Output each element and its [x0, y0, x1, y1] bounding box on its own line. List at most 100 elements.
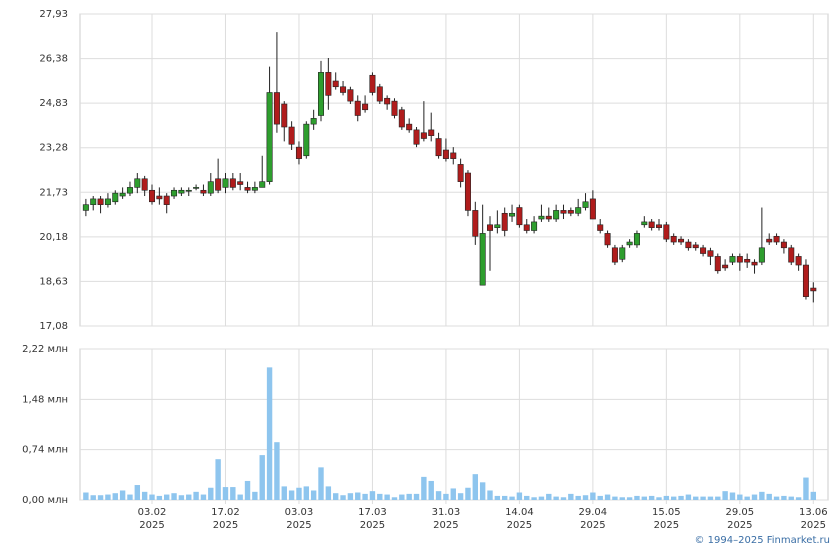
volume-bar [604, 494, 611, 500]
candle-body [229, 178, 236, 188]
volume-bar [435, 491, 442, 500]
candle-body [347, 89, 354, 102]
candle-body [575, 207, 582, 214]
candle-body [736, 256, 743, 263]
candle-body [318, 72, 325, 116]
volume-bar [443, 493, 449, 500]
volume-bar [648, 495, 655, 500]
volume-bar [773, 496, 780, 500]
volume-bar [759, 491, 765, 500]
volume-bar [406, 493, 412, 500]
volume-bar [575, 495, 581, 500]
candle-body [90, 198, 97, 205]
candle-body [472, 210, 479, 237]
volume-bar [200, 494, 207, 500]
volume-bar [744, 496, 750, 500]
candle-body [766, 238, 773, 243]
volume-bar [678, 495, 684, 500]
candle-body [626, 241, 633, 246]
candle-body [435, 138, 442, 157]
volume-bar [626, 497, 633, 500]
candle-body [185, 189, 192, 192]
volume-bar [751, 494, 758, 500]
volume-bar [244, 480, 251, 500]
candle-body [751, 261, 758, 266]
volume-bar [612, 496, 618, 500]
volume-bar [355, 492, 361, 500]
x-tick-label: 03.02 2025 [137, 507, 167, 531]
candle-body [288, 126, 295, 145]
candle-body [442, 149, 449, 159]
volume-bar [479, 482, 486, 500]
candle-body [215, 178, 222, 191]
candle-body [406, 123, 413, 131]
volume-bar [663, 495, 670, 500]
volume-bar [795, 497, 802, 500]
volume-bar [164, 494, 170, 500]
candle-body [670, 235, 677, 243]
volume-bar [590, 492, 596, 500]
volume-bar [127, 494, 133, 500]
price-panel [79, 13, 829, 327]
candle-body [126, 187, 133, 194]
volume-bar [141, 491, 148, 500]
volume-bar [685, 494, 692, 500]
candle-body [494, 224, 501, 228]
candle-body [729, 256, 736, 263]
volume-bar [288, 490, 295, 500]
x-tick-label: 14.04 2025 [505, 507, 534, 531]
volume-bar [568, 493, 574, 500]
candle-body [487, 224, 494, 231]
volume-bar [333, 493, 339, 500]
y2-tick-label: 2,22 млн [22, 344, 68, 355]
volume-bar [487, 490, 493, 500]
y-tick-label: 26,38 [39, 54, 68, 65]
y2-tick-label: 0,74 млн [22, 445, 68, 456]
volume-bar [766, 493, 772, 500]
x-tick-label: 29.04 2025 [578, 507, 608, 531]
candle-body [398, 109, 405, 128]
volume-bar [428, 480, 434, 500]
volume-bar [737, 494, 743, 500]
candle-body [553, 210, 560, 220]
candle-body [354, 100, 361, 116]
volume-bar [149, 494, 155, 500]
volume-bar [531, 497, 537, 500]
candle-body [714, 256, 721, 272]
candle-body [259, 181, 266, 188]
volume-bar [377, 493, 383, 500]
candle-body [744, 258, 751, 263]
x-tick-label: 03.03 2025 [284, 507, 314, 531]
volume-bar [553, 496, 559, 500]
volume-bar [465, 487, 471, 500]
x-tick-label: 31.03 2025 [431, 507, 461, 531]
candle-body [648, 221, 655, 228]
volume-bar [215, 459, 221, 500]
candle-body [310, 118, 317, 125]
volume-bar [421, 476, 427, 500]
candle-body [604, 233, 611, 246]
volume-bar [582, 495, 589, 500]
y-tick-label: 23,28 [39, 143, 68, 154]
candle-body [119, 192, 126, 197]
candle-body [332, 80, 339, 88]
volume-bar [222, 487, 229, 500]
volume-bar [105, 494, 111, 500]
volume-bar [450, 488, 456, 500]
candle-body [758, 247, 765, 263]
credit: © 1994–2025 Finmarket.ru [694, 535, 830, 546]
volume-bar [266, 367, 273, 500]
candle-body [589, 198, 596, 220]
volume-bar [90, 495, 96, 500]
volume-bar [729, 492, 736, 500]
candle-body [325, 72, 332, 96]
candle-body [362, 103, 369, 111]
x-tick-label: 29.05 2025 [725, 507, 755, 531]
volume-bar [186, 494, 192, 500]
volume-bar [274, 442, 280, 500]
candle-body [560, 210, 567, 214]
candle-body [156, 195, 163, 200]
candle-body [780, 241, 787, 249]
volume-bar [707, 496, 714, 500]
